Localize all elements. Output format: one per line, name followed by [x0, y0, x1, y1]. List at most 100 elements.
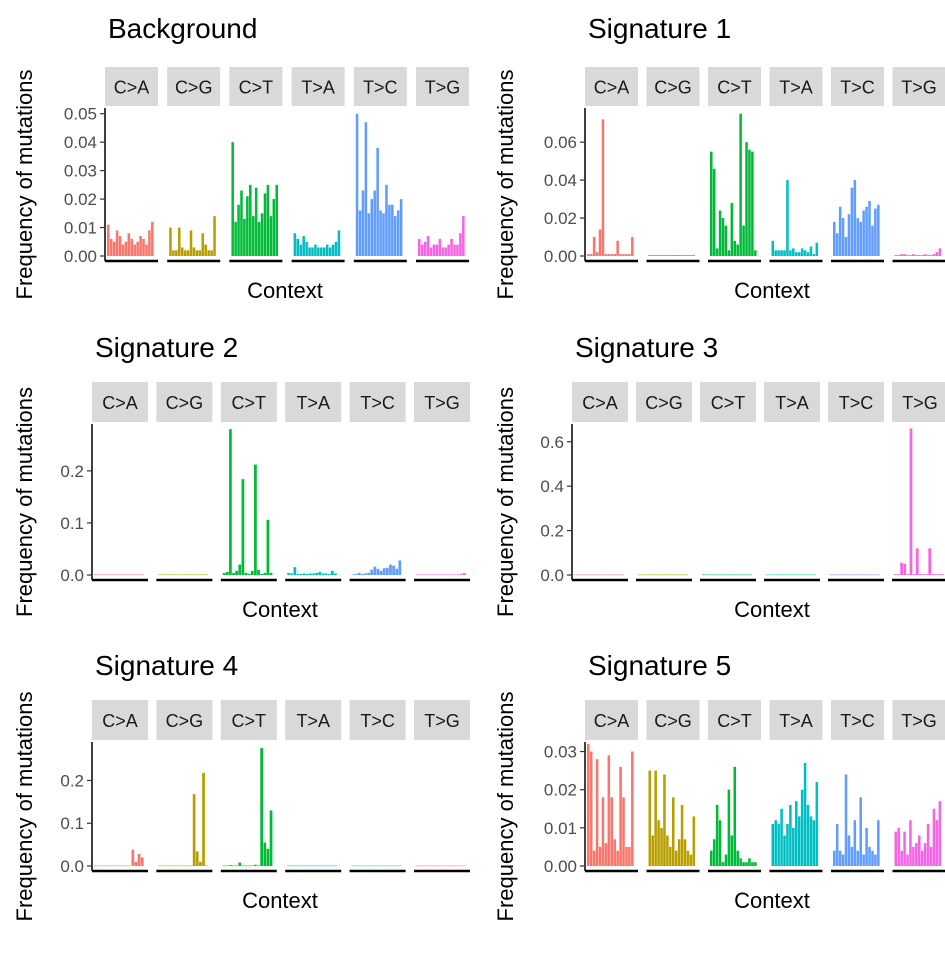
facet-strip	[220, 382, 277, 422]
bar	[616, 240, 619, 256]
bar	[128, 865, 132, 867]
bar	[604, 254, 608, 256]
facet-label: T>A	[301, 78, 335, 98]
bar	[625, 846, 628, 866]
bar	[873, 574, 877, 576]
bar	[229, 429, 232, 575]
bar	[367, 572, 370, 575]
bar	[611, 574, 615, 576]
bar	[360, 573, 364, 575]
bar	[923, 843, 927, 866]
bar	[422, 865, 425, 867]
bar	[222, 865, 226, 867]
bar	[355, 113, 359, 256]
bar	[865, 827, 868, 866]
bar	[705, 574, 708, 576]
bar	[692, 255, 696, 256]
bar	[311, 247, 314, 256]
facet-strip	[572, 382, 628, 422]
bar	[437, 574, 441, 576]
chart-title: Signature 2	[95, 332, 238, 363]
bar	[391, 204, 394, 256]
facet-label: T>C	[840, 711, 875, 731]
bar	[742, 225, 745, 256]
bar	[325, 244, 329, 256]
bar	[909, 428, 913, 575]
bar	[195, 574, 199, 576]
bar	[894, 831, 898, 866]
bar	[598, 846, 602, 866]
facet-label: T>G	[902, 393, 938, 413]
bar	[167, 574, 171, 576]
x-axis-label: Context	[734, 597, 810, 622]
bar	[733, 240, 737, 256]
bar	[926, 824, 930, 866]
bar	[874, 854, 877, 866]
bar	[745, 574, 749, 576]
facet-strip	[585, 700, 638, 740]
bar	[257, 865, 260, 867]
bar	[853, 820, 857, 866]
bar	[426, 236, 430, 256]
bar	[158, 574, 162, 576]
facet-strip	[349, 382, 406, 422]
facet-strip	[156, 382, 213, 422]
bar	[204, 244, 207, 256]
bar	[431, 574, 435, 576]
bar	[453, 865, 457, 867]
bar	[331, 244, 335, 256]
bar	[180, 247, 184, 256]
bar	[730, 835, 734, 866]
bar	[450, 238, 453, 256]
facet-label: C>A	[102, 711, 138, 731]
bar	[678, 574, 682, 576]
bar	[140, 574, 144, 576]
bar	[928, 548, 932, 575]
facet-strip	[892, 67, 945, 106]
bar	[107, 224, 110, 256]
facet-strip	[636, 382, 692, 422]
bar	[351, 865, 355, 867]
bar	[663, 574, 666, 576]
bar	[318, 571, 322, 575]
bar	[803, 574, 807, 576]
bar	[730, 202, 734, 256]
panel-2: Signature 1 Frequency of mutations 0.00 0.0…	[493, 13, 945, 303]
bar	[244, 865, 248, 867]
bar	[786, 180, 789, 256]
bar	[423, 241, 427, 256]
bar	[392, 865, 395, 867]
bar	[833, 574, 836, 576]
bar	[935, 820, 939, 866]
chart-title: Signature 4	[95, 650, 238, 681]
bar	[370, 199, 374, 256]
bar	[172, 250, 175, 256]
bar	[861, 574, 864, 576]
bar	[195, 851, 199, 866]
bar	[287, 865, 290, 867]
panel-5: Signature 4 Frequency of mutations 0.0 0.1 0…	[12, 650, 470, 921]
bar	[919, 574, 922, 575]
bar	[109, 574, 113, 576]
facet-strip	[646, 700, 700, 740]
facet-label: C>A	[114, 78, 150, 98]
bar	[784, 574, 788, 576]
x-axis-label: Context	[734, 888, 810, 913]
facet-strip	[414, 700, 470, 740]
bar	[370, 865, 374, 867]
bar	[608, 574, 612, 576]
bar	[607, 254, 611, 256]
bar	[845, 574, 849, 576]
bar	[447, 574, 450, 576]
bar	[715, 248, 719, 256]
bar	[299, 244, 303, 256]
bar	[777, 250, 780, 256]
bar	[680, 255, 684, 256]
facet-strip	[769, 67, 823, 106]
facet-strip	[828, 382, 884, 422]
bar	[777, 824, 780, 866]
bar	[864, 574, 868, 576]
bar	[244, 572, 248, 575]
bar	[167, 865, 171, 867]
bar	[795, 252, 798, 256]
